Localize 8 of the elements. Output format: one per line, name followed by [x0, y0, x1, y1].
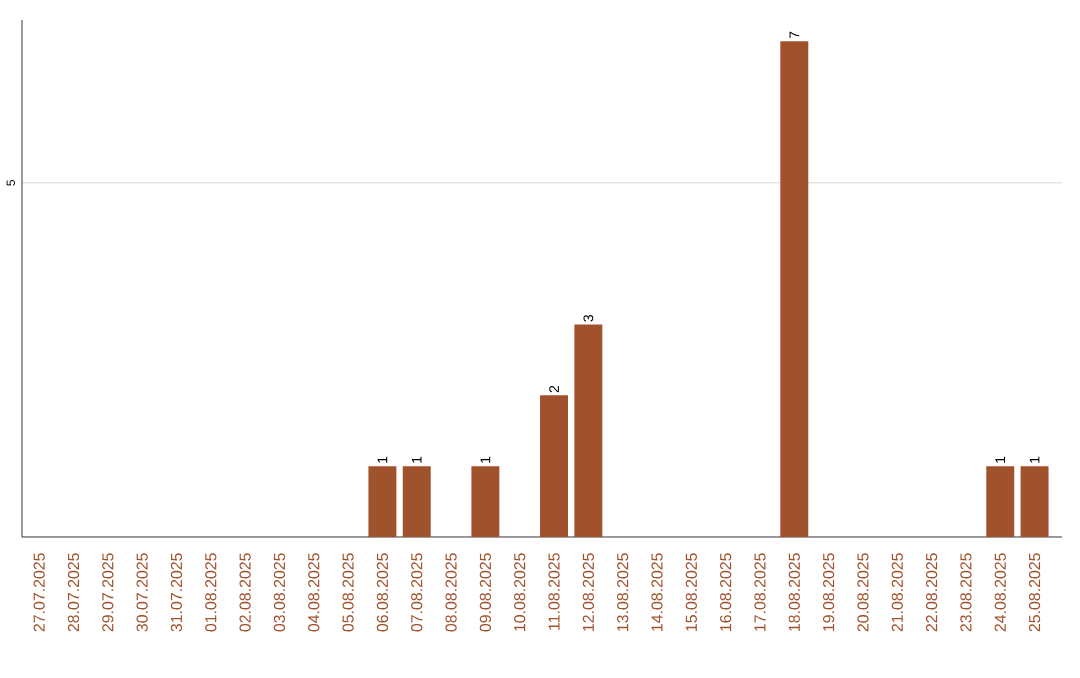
- bar: [780, 40, 809, 537]
- bar: [1020, 465, 1049, 537]
- bar: [471, 465, 500, 537]
- bar: [402, 465, 431, 537]
- bar: [986, 465, 1015, 537]
- bar: [574, 324, 603, 537]
- bar: [540, 394, 568, 537]
- bar: [368, 465, 397, 537]
